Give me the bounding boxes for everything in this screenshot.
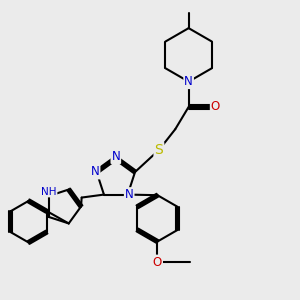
Text: N: N <box>184 75 193 88</box>
Text: S: S <box>154 143 163 157</box>
Text: N: N <box>111 150 120 163</box>
Text: NH: NH <box>41 187 56 196</box>
Text: O: O <box>211 100 220 113</box>
Text: N: N <box>125 188 134 201</box>
Text: N: N <box>91 166 100 178</box>
Text: O: O <box>153 256 162 268</box>
